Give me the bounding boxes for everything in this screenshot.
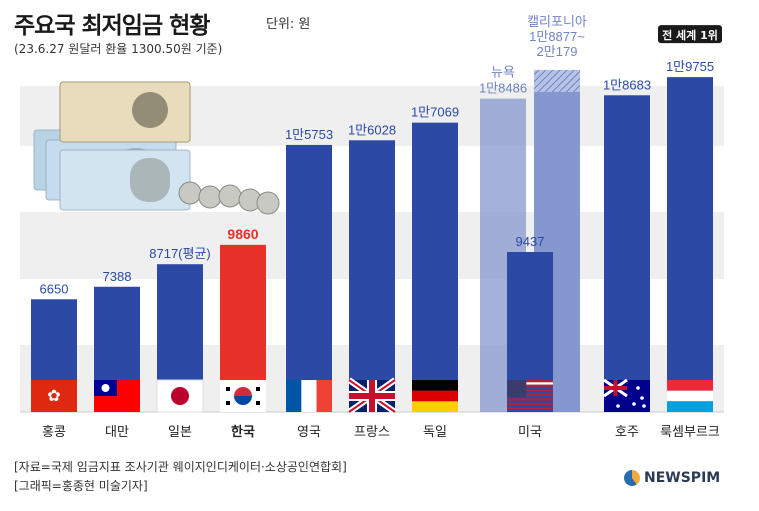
flag-australia-star bbox=[636, 386, 640, 390]
flag-usa-stripe bbox=[507, 407, 553, 410]
graphic-credit: [그래픽=홍종현 미술기자] bbox=[14, 479, 148, 493]
us-newyork-name: 뉴욕 bbox=[491, 65, 515, 80]
coin-illustration bbox=[178, 181, 202, 205]
flag-australia-star bbox=[642, 404, 646, 408]
newspim-logo: NEWSPIM bbox=[624, 470, 720, 486]
category-label-0: 홍콩 bbox=[42, 425, 66, 440]
flag-usa-stripe bbox=[507, 393, 553, 396]
banknote-illustration bbox=[59, 149, 191, 211]
value-label-7: 9437 bbox=[516, 234, 545, 249]
annotation-text: 전 세계 1위 bbox=[662, 28, 718, 42]
coin-illustration bbox=[256, 191, 280, 215]
unit-label: 단위: 원 bbox=[266, 17, 311, 32]
category-label-2: 일본 bbox=[168, 425, 192, 440]
flag-korea-yin bbox=[234, 396, 252, 405]
banknote-5000-portrait bbox=[132, 92, 168, 128]
flag-australia-star bbox=[640, 396, 644, 400]
value-label-8: 1만8683 bbox=[603, 77, 651, 92]
bar-us-california-range bbox=[534, 69, 580, 92]
flag-france-red bbox=[316, 380, 332, 412]
page-title: 주요국 최저임금 현황 bbox=[14, 13, 210, 39]
us-california-name: 캘리포니아 bbox=[527, 14, 587, 29]
flag-korea-trigram bbox=[226, 387, 230, 391]
subtitle: (23.6.27 원달러 환율 1300.50원 기준) bbox=[14, 42, 223, 56]
flag-hongkong bbox=[31, 380, 77, 412]
bar-4 bbox=[286, 144, 332, 412]
flag-korea-trigram bbox=[256, 401, 260, 405]
value-label-5: 1만6028 bbox=[348, 122, 396, 137]
bar-5 bbox=[349, 140, 395, 412]
bar-6 bbox=[412, 122, 458, 413]
value-label-2: 8717(평균) bbox=[149, 246, 211, 261]
bar-9 bbox=[667, 77, 713, 412]
us-california-value2: 2만179 bbox=[537, 44, 578, 59]
category-label-3: 한국 bbox=[231, 424, 255, 440]
category-label-1: 대만 bbox=[105, 425, 129, 440]
flag-korea-yang bbox=[234, 387, 252, 396]
flag-usa-stripe bbox=[507, 380, 553, 383]
flag-australia-star bbox=[632, 402, 636, 406]
value-label-6: 1만7069 bbox=[411, 105, 459, 120]
category-label-4: 영국 bbox=[297, 425, 321, 440]
value-label-0: 6650 bbox=[40, 281, 69, 296]
flag-japan-disc bbox=[171, 387, 189, 405]
flag-australia-cross-h bbox=[604, 386, 627, 390]
category-label-5: 프랑스 bbox=[354, 425, 390, 440]
flag-usa-stripe bbox=[507, 384, 553, 387]
flag-korea-trigram bbox=[256, 387, 260, 391]
bar-8 bbox=[604, 95, 650, 413]
flag-uk-cross-h-red bbox=[349, 393, 395, 399]
flag-korea-trigram bbox=[226, 401, 230, 405]
flag-usa-stripe bbox=[507, 402, 553, 406]
value-label-1: 7388 bbox=[103, 269, 132, 284]
flag-usa-stripe bbox=[507, 398, 553, 401]
banknote-portrait bbox=[130, 158, 170, 202]
newspim-logo-icon bbox=[624, 470, 640, 486]
category-label-9: 룩셈부르크 bbox=[660, 425, 720, 440]
us-newyork-value: 1만8486 bbox=[479, 81, 527, 96]
coin-illustration bbox=[198, 185, 222, 209]
annotation-badge bbox=[658, 25, 722, 44]
coin-illustration bbox=[218, 184, 242, 208]
flag-taiwan-sun bbox=[101, 384, 110, 392]
value-label-3: 9860 bbox=[227, 226, 258, 242]
newspim-logo-text: NEWSPIM bbox=[644, 470, 721, 486]
flag-luxembourg-white bbox=[667, 390, 713, 402]
flag-usa-stripe bbox=[507, 389, 553, 392]
flag-germany-gold bbox=[412, 401, 458, 412]
flag-germany-red bbox=[412, 390, 458, 402]
us-california-value: 1만8877~ bbox=[529, 29, 585, 44]
flag-germany-black bbox=[412, 380, 458, 391]
banknote-5000 bbox=[59, 81, 191, 143]
flag-usa-canton bbox=[507, 380, 527, 398]
flag-hongkong-bauhinia: ✿ bbox=[47, 388, 60, 405]
value-label-4: 1만5753 bbox=[285, 127, 333, 142]
source-note: [자료=국제 임금지표 조사기관 웨이지인디케이터·소상공인연합회] bbox=[14, 460, 347, 474]
flag-france-white bbox=[301, 380, 317, 412]
flag-luxembourg-red bbox=[667, 380, 713, 391]
category-label-6: 독일 bbox=[423, 425, 447, 440]
category-label-8: 호주 bbox=[615, 425, 639, 440]
value-label-9: 1만9755 bbox=[666, 59, 714, 74]
flag-usa-stripe-white bbox=[507, 382, 553, 385]
flag-france-blue bbox=[286, 380, 302, 412]
flag-australia-star bbox=[616, 404, 620, 408]
flag-luxembourg-blue bbox=[667, 401, 713, 412]
category-label-7: 미국 bbox=[518, 425, 542, 440]
